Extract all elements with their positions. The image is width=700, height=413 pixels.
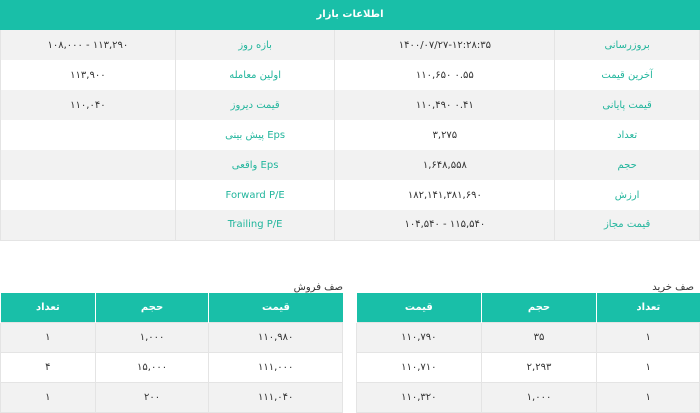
column-header: حجم [94,293,209,322]
queue-cell: ۱۱۱,۰۰۰ [208,351,343,383]
queue-cell: ۱ [596,321,700,353]
queue-row: ۱ ۳۵ ۱۱۰,۷۹۰ [356,321,700,353]
market-info-table: بروزرسانی ۱۴۰۰/۰۷/۲۷-۱۲:۲۸:۳۵ بازه روز ۱۱۳,… [0,30,700,241]
info-value [0,180,176,210]
info-value [0,150,176,180]
queue-cell: ۱۱۰,۳۲۰ [356,381,482,413]
info-label: Forward P/E [174,180,336,210]
queue-cell: ۴ [0,351,96,383]
queue-row: ۱۱۰,۹۸۰ ۱,۰۰۰ ۱ [0,321,343,353]
info-label: قیمت پایانی [554,90,700,120]
queue-cell: ۲۰۰ [94,381,210,413]
queue-row: ۱۱۱,۰۴۰ ۲۰۰ ۱ [0,381,343,413]
info-value: ۳,۲۷۵ [334,120,556,150]
info-label: اولین معامله [174,60,336,90]
info-value: ۱۱۳,۹۰۰ [0,60,176,90]
queue-row: ۱۱۱,۰۰۰ ۱۵,۰۰۰ ۴ [0,351,343,383]
info-label: آخرین قیمت [554,60,700,90]
info-value: ۱,۶۴۸,۵۵۸ [334,150,556,180]
info-value: ۰.۴۱ ۱۱۰,۴۹۰ [334,90,556,120]
info-value: ۱۱۰,۰۴۰ [0,90,176,120]
info-label: حجم [554,150,700,180]
info-value [0,210,176,240]
info-label: تعداد [554,120,700,150]
queue-cell: ۱۱۰,۷۱۰ [356,351,482,383]
info-value: ۱۴۰۰/۰۷/۲۷-۱۲:۲۸:۳۵ [334,30,556,60]
column-header: تعداد [0,293,96,322]
info-value: ۱۸۲,۱۴۱,۳۸۱,۶۹۰ [334,180,556,210]
buy-queue-table: تعداد حجم قیمت ۱ ۳۵ ۱۱۰,۷۹۰ ۱ ۲,۲۹۳ ۱۱۰,۷۱۰ ۱ ۱,۰۰… [356,293,700,413]
info-value: ۱۱۳,۲۹۰ - ۱۰۸,۰۰۰ [0,30,176,60]
queue-cell: ۱۱۰,۹۸۰ [208,321,343,353]
info-value: ۰.۵۵ ۱۱۰,۶۵۰ [334,60,556,90]
info-label: بازه روز [174,30,336,60]
info-row: تعداد ۳,۲۷۵ Eps پیش بینی [0,120,700,150]
info-label: قیمت دیروز [174,90,336,120]
column-header: حجم [480,293,597,322]
info-row: بروزرسانی ۱۴۰۰/۰۷/۲۷-۱۲:۲۸:۳۵ بازه روز ۱۱۳,… [0,30,700,60]
queue-cell: ۱ [0,321,96,353]
queue-cell: ۱ [0,381,96,413]
queue-row: ۱ ۲,۲۹۳ ۱۱۰,۷۱۰ [356,351,700,383]
info-label: بروزرسانی [554,30,700,60]
info-label: Eps پیش بینی [174,120,336,150]
info-label: ارزش [554,180,700,210]
queue-cell: ۱۱۰,۷۹۰ [356,321,482,353]
queue-cell: ۳۵ [480,321,598,353]
info-label: Eps واقعی [174,150,336,180]
info-row: ارزش ۱۸۲,۱۴۱,۳۸۱,۶۹۰ Forward P/E [0,180,700,210]
queue-cell: ۱۵,۰۰۰ [94,351,210,383]
queue-cell: ۱,۰۰۰ [480,381,598,413]
queue-cell: ۱۱۱,۰۴۰ [208,381,343,413]
info-label: Trailing P/E [174,210,336,240]
info-row: قیمت مجاز ۱۱۵,۵۴۰ - ۱۰۴,۵۴۰ Trailing P/E [0,210,700,240]
info-label: قیمت مجاز [554,210,700,240]
info-value: ۱۱۵,۵۴۰ - ۱۰۴,۵۴۰ [334,210,556,240]
market-info-header: اطلاعات بازار [0,0,700,30]
column-header: تعداد [596,293,700,322]
info-row: حجم ۱,۶۴۸,۵۵۸ Eps واقعی [0,150,700,180]
queue-cell: ۱,۰۰۰ [94,321,210,353]
queue-cell: ۱ [596,381,700,413]
sell-queue-title: صف فروش [293,282,343,293]
queue-cell: ۱ [596,351,700,383]
info-row: قیمت پایانی ۰.۴۱ ۱۱۰,۴۹۰ قیمت دیروز ۱۱۰,۰۴۰ [0,90,700,120]
column-header: قیمت [356,293,482,322]
queue-cell: ۲,۲۹۳ [480,351,598,383]
sell-queue-table: قیمت حجم تعداد ۱۱۰,۹۸۰ ۱,۰۰۰ ۱ ۱۱۱,۰۰۰ ۱۵,۰۰۰ ۴ ۱… [0,293,343,413]
info-row: آخرین قیمت ۰.۵۵ ۱۱۰,۶۵۰ اولین معامله ۱۱۳,۹۰… [0,60,700,90]
column-header: قیمت [208,293,343,322]
queue-row: ۱ ۱,۰۰۰ ۱۱۰,۳۲۰ [356,381,700,413]
info-value [0,120,176,150]
buy-queue-title: صف خرید [652,282,694,293]
